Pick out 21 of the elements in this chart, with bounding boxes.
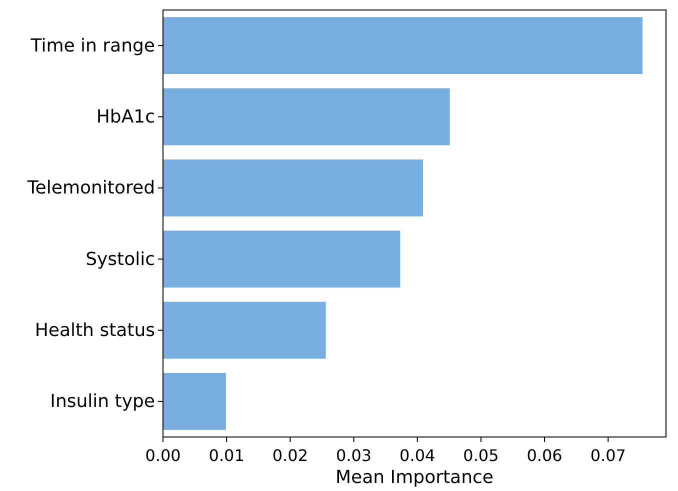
x-tick-label: 0.03 [336,446,372,465]
x-tick-label: 0.06 [526,446,562,465]
y-tick-label: Time in range [30,35,155,56]
bar [163,372,226,430]
y-tick-label: Insulin type [50,391,155,412]
y-tick-label: Systolic [86,248,155,270]
bar [163,302,326,359]
bar [163,230,400,288]
x-tick-label: 0.01 [208,446,244,465]
bar [163,88,450,146]
x-tick-label: 0.02 [272,446,308,465]
y-tick-label: HbA1c [96,106,155,128]
y-tick-label: Telemonitored [26,178,155,199]
x-tick-label: 0.07 [590,446,626,465]
x-tick-label: 0.05 [463,446,499,465]
x-axis-title: Mean Importance [336,467,494,488]
bar [163,17,642,74]
y-tick-label: Health status [34,320,155,342]
bar [163,159,424,216]
x-tick-label: 0.00 [145,446,181,465]
x-tick-label: 0.04 [400,446,436,465]
